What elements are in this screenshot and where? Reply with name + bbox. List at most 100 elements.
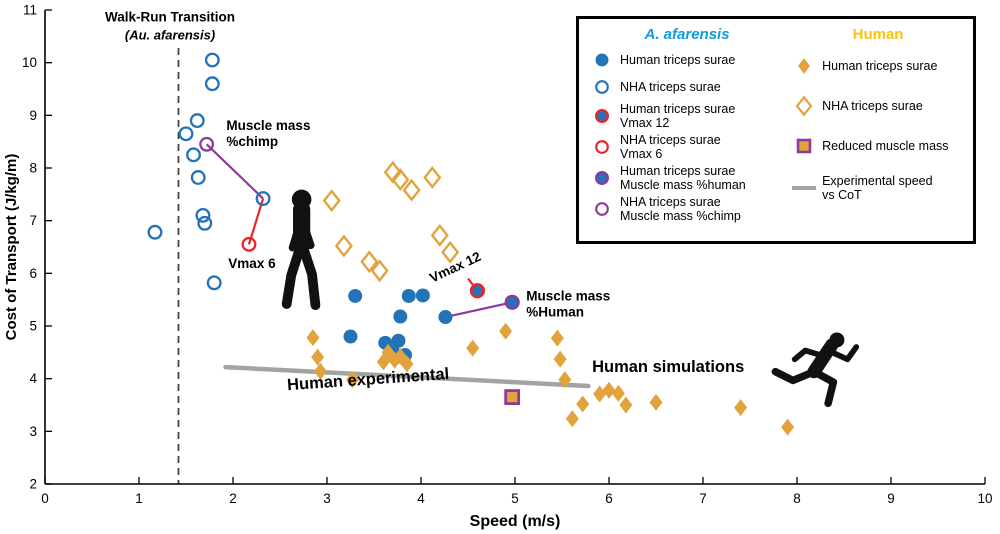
marker-diamond xyxy=(611,384,625,402)
legend-item: Human triceps surae xyxy=(589,48,785,72)
marker-diamond xyxy=(311,348,325,366)
legend-diamondOpen-icon xyxy=(791,94,817,118)
annotation-text: Muscle mass xyxy=(526,289,610,304)
marker-diamond-open xyxy=(322,189,341,213)
legend-item: Human triceps surae Muscle mass %human xyxy=(589,164,785,192)
marker-diamond xyxy=(306,329,320,347)
marker-diamond xyxy=(345,371,359,389)
legend-rows-human: Human triceps surae NHA triceps surae Redu… xyxy=(791,46,965,210)
marker-diamond xyxy=(499,322,513,340)
x-tick-label: 10 xyxy=(977,491,992,506)
marker-circle xyxy=(348,288,363,303)
marker-circle-open-purple xyxy=(199,136,215,152)
connector-line xyxy=(247,198,265,245)
marker-diamond-open xyxy=(383,160,402,184)
legend-circle-icon xyxy=(589,48,615,72)
marker-diamond-open xyxy=(402,178,421,202)
marker-diamond-open xyxy=(360,250,379,274)
marker-diamond xyxy=(553,350,567,368)
y-tick-label: 4 xyxy=(29,371,37,386)
marker-diamond-open xyxy=(795,95,813,117)
legend-grayLine-icon xyxy=(791,176,817,200)
legend-label: NHA triceps surae Vmax 6 xyxy=(620,132,721,161)
marker-circle xyxy=(401,288,416,303)
legend-marker-svg xyxy=(595,139,609,154)
legend-item: NHA triceps surae Muscle mass %chimp xyxy=(589,195,785,223)
legend-marker-svg xyxy=(595,79,609,94)
marker-circle-open xyxy=(147,224,163,240)
x-tick-label: 9 xyxy=(887,491,895,506)
legend-rows-afarensis: Human triceps surae NHA triceps surae Huma… xyxy=(589,46,785,224)
x-tick-label: 2 xyxy=(229,491,237,506)
connector-line xyxy=(445,301,513,319)
experimental-cot-line xyxy=(223,364,591,389)
marker-circle-open xyxy=(206,275,222,291)
marker-diamond xyxy=(565,410,579,428)
x-tick-label: 1 xyxy=(135,491,143,506)
annotation-text: %chimp xyxy=(226,134,278,149)
legend-circleOpenPurple-icon xyxy=(589,197,615,221)
marker-diamond xyxy=(781,418,795,436)
legend-item: Reduced muscle mass xyxy=(791,134,965,158)
annotation-text: Human simulations xyxy=(592,358,744,376)
silhouette-leg xyxy=(281,238,307,309)
legend-item: NHA triceps surae xyxy=(589,75,785,99)
marker-circle xyxy=(415,288,430,303)
y-tick-label: 3 xyxy=(29,424,37,439)
x-tick-label: 6 xyxy=(605,491,613,506)
marker-diamond xyxy=(550,329,564,347)
legend: A. afarensis Human triceps surae NHA tric… xyxy=(576,16,976,244)
marker-circle xyxy=(343,329,358,344)
legend-label: Human triceps surae Vmax 12 xyxy=(620,101,736,130)
marker-diamond xyxy=(734,399,748,417)
silhouette-leg xyxy=(296,238,321,311)
marker-diamond xyxy=(649,393,663,411)
marker-circle-open-purple xyxy=(595,201,609,216)
legend-marker-svg xyxy=(796,138,812,154)
x-tick-label: 0 xyxy=(41,491,49,506)
marker-circle-open xyxy=(186,147,201,163)
marker-diamond xyxy=(558,371,572,389)
legend-diamond-icon xyxy=(791,54,817,78)
marker-circle-red-ring xyxy=(469,283,486,299)
marker-diamond xyxy=(576,395,590,413)
legend-label: Human triceps surae xyxy=(620,52,736,67)
legend-marker-svg xyxy=(595,170,609,185)
marker-diamond-open xyxy=(423,166,442,189)
legend-marker-svg xyxy=(795,95,813,117)
legend-header-human: Human xyxy=(852,26,904,43)
silhouette-arm xyxy=(825,344,860,363)
marker-circle xyxy=(393,309,408,324)
legend-marker-svg xyxy=(595,108,609,123)
marker-diamond xyxy=(466,339,480,357)
legend-item: Experimental speed vs CoT xyxy=(791,174,965,202)
x-tick-label: 5 xyxy=(511,491,519,506)
running-human-silhouette xyxy=(771,332,860,408)
legend-column-afarensis: A. afarensis Human triceps surae NHA tric… xyxy=(589,24,785,237)
legend-marker-svg xyxy=(792,186,817,190)
legend-label: Human triceps surae Muscle mass %human xyxy=(620,163,746,192)
marker-diamond xyxy=(602,381,616,399)
marker-diamond-open xyxy=(441,240,460,264)
marker-circle xyxy=(595,53,609,66)
marker-diamond xyxy=(619,396,633,414)
marker-square-purple xyxy=(504,389,521,406)
marker-diamond-open xyxy=(391,168,410,192)
legend-label: Experimental speed vs CoT xyxy=(822,174,933,202)
marker-circle-open xyxy=(204,76,220,92)
silhouette-leg xyxy=(771,367,818,385)
marker-diamond-open xyxy=(370,259,389,283)
legend-header-afarensis: A. afarensis xyxy=(644,26,730,43)
legend-label: Reduced muscle mass xyxy=(822,139,949,153)
legend-item: Human triceps surae Vmax 12 xyxy=(589,102,785,130)
connector-line xyxy=(205,143,264,200)
x-tick-label: 8 xyxy=(793,491,801,506)
legend-column-human: Human Human triceps surae NHA triceps sur… xyxy=(785,24,965,237)
x-tick-label: 7 xyxy=(699,491,707,506)
marker-diamond xyxy=(400,355,414,373)
legend-label: NHA triceps surae xyxy=(620,79,721,94)
y-tick-label: 2 xyxy=(29,477,37,492)
legend-marker-svg xyxy=(595,201,609,216)
marker-circle-open xyxy=(255,191,271,206)
